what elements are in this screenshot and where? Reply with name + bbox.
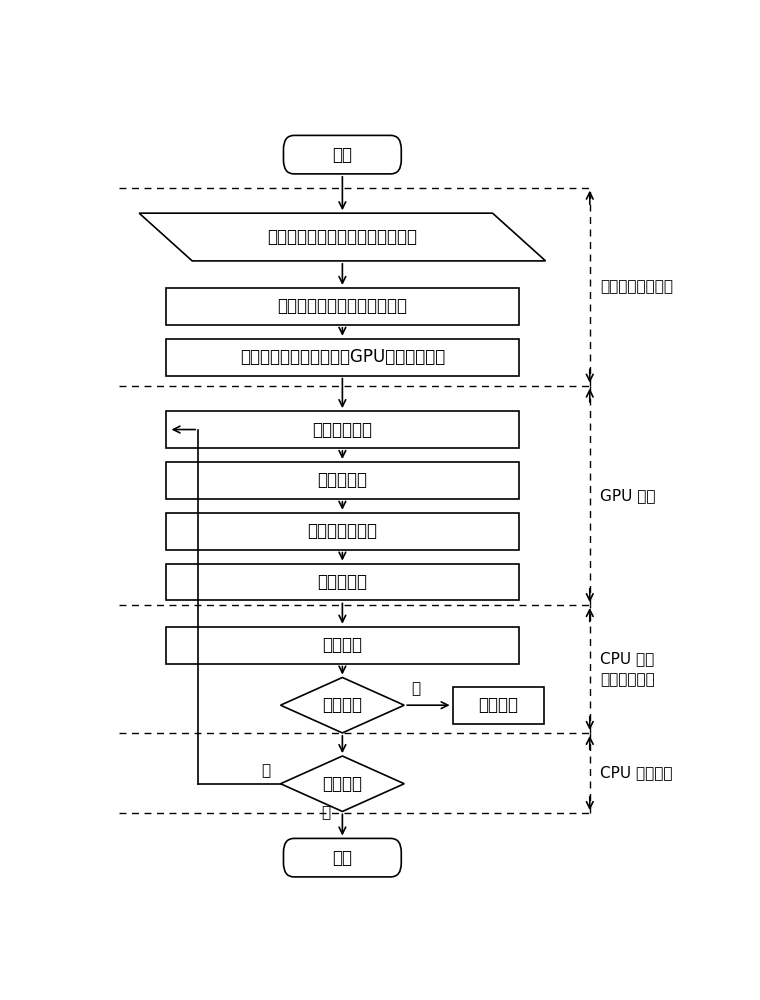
- Text: 速度、位移更新: 速度、位移更新: [307, 522, 378, 540]
- Text: 收敛判断: 收敛判断: [322, 775, 363, 793]
- Bar: [166, 564, 519, 600]
- Text: 结束: 结束: [332, 849, 353, 867]
- Text: 输出判断: 输出判断: [322, 696, 363, 714]
- Polygon shape: [280, 756, 404, 811]
- Bar: [166, 339, 519, 376]
- Text: 读取输入文件，存储到主机的内存: 读取输入文件，存储到主机的内存: [268, 228, 417, 246]
- Text: CPU 控制判断: CPU 控制判断: [600, 765, 673, 780]
- Bar: [166, 411, 519, 448]
- Bar: [166, 513, 519, 550]
- Text: 计算加速度: 计算加速度: [318, 471, 367, 489]
- Bar: [166, 627, 519, 664]
- Text: 是: 是: [411, 681, 420, 696]
- Bar: [166, 462, 519, 499]
- Text: 开始: 开始: [332, 146, 353, 164]
- FancyBboxPatch shape: [283, 135, 401, 174]
- Text: 计算时间步长: 计算时间步长: [312, 421, 372, 439]
- Text: 将所有数据从内存复制到GPU全局存储器中: 将所有数据从内存复制到GPU全局存储器中: [239, 348, 445, 366]
- Text: 主机端初始化工作: 主机端初始化工作: [600, 280, 673, 295]
- FancyBboxPatch shape: [283, 838, 401, 877]
- Text: 计算作用力: 计算作用力: [318, 573, 367, 591]
- Polygon shape: [280, 677, 404, 733]
- Text: 输出数据: 输出数据: [479, 696, 518, 714]
- Text: 是: 是: [321, 806, 331, 820]
- Text: GPU 计算: GPU 计算: [600, 488, 656, 503]
- Text: 时间更新: 时间更新: [322, 636, 363, 654]
- Bar: [166, 288, 519, 325]
- Text: 找到节点的归属单元，并记录: 找到节点的归属单元，并记录: [277, 297, 407, 315]
- Polygon shape: [139, 213, 546, 261]
- Bar: [453, 687, 544, 724]
- Text: CPU 计算
异步执行模式: CPU 计算 异步执行模式: [600, 651, 655, 687]
- Text: 否: 否: [261, 763, 271, 778]
